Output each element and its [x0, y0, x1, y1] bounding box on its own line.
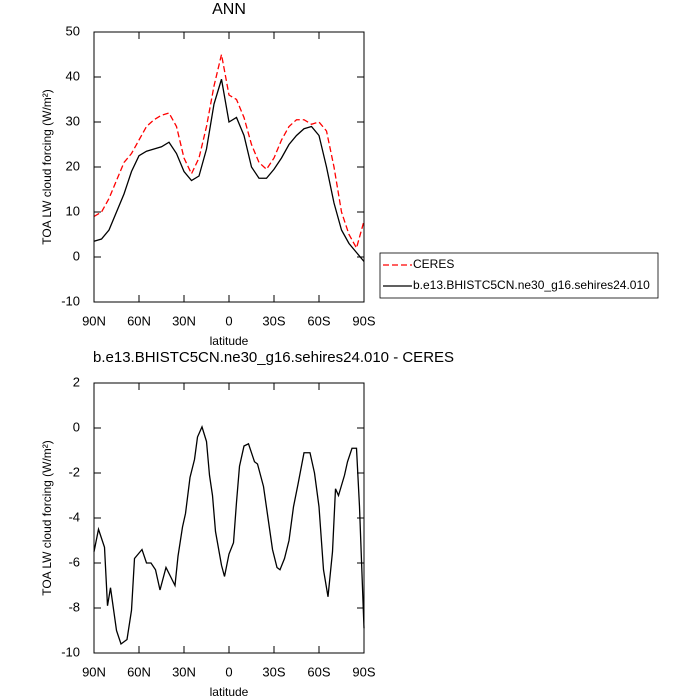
y-tick-label: 2: [73, 374, 80, 389]
x-tick-label: 60N: [127, 664, 151, 679]
x-axis-label: latitude: [210, 685, 249, 699]
x-tick-label: 0: [225, 664, 232, 679]
y-tick-label: -10: [61, 644, 80, 659]
legend-label: CERES: [413, 257, 454, 271]
y-tick-label: -4: [68, 509, 80, 524]
y-tick-label: -8: [68, 599, 80, 614]
x-tick-label: 0: [225, 313, 232, 328]
data-line: [93, 54, 365, 250]
x-tick-label: 30N: [172, 313, 196, 328]
x-axis-label: latitude: [210, 334, 249, 348]
y-tick-label: 30: [66, 113, 80, 128]
x-tick-label: 60S: [307, 664, 330, 679]
x-tick-label: 90S: [352, 313, 375, 328]
y-tick-label: 10: [66, 203, 80, 218]
y-tick-label: 40: [66, 68, 80, 83]
chart-title: ANN: [212, 1, 246, 18]
legend-label: b.e13.BHISTC5CN.ne30_g16.sehires24.010: [413, 278, 650, 292]
x-tick-label: 30S: [262, 664, 285, 679]
y-tick-label: -10: [61, 293, 80, 308]
data-line: [93, 79, 365, 262]
y-tick-label: -2: [68, 464, 80, 479]
y-tick-label: -6: [68, 554, 80, 569]
x-tick-label: 30N: [172, 664, 196, 679]
x-tick-label: 90N: [82, 664, 106, 679]
y-tick-label: 0: [73, 419, 80, 434]
y-axis-label: TOA LW cloud forcing (W/m²): [40, 440, 54, 596]
y-tick-label: 50: [66, 23, 80, 38]
x-tick-label: 90N: [82, 313, 106, 328]
y-tick-label: 0: [73, 248, 80, 263]
plot-frame: [93, 382, 365, 654]
legend-box: [379, 252, 659, 299]
y-axis-label: TOA LW cloud forcing (W/m²): [40, 89, 54, 245]
x-tick-label: 60N: [127, 313, 151, 328]
y-tick-label: 20: [66, 158, 80, 173]
x-tick-label: 90S: [352, 664, 375, 679]
x-tick-label: 60S: [307, 313, 330, 328]
chart-title: b.e13.BHISTC5CN.ne30_g16.sehires24.010 -…: [93, 349, 454, 366]
plot-frame: [93, 31, 365, 303]
x-tick-label: 30S: [262, 313, 285, 328]
data-line: [93, 425, 365, 646]
legend: CERES b.e13.BHISTC5CN.ne30_g16.sehires24.…: [379, 252, 659, 299]
